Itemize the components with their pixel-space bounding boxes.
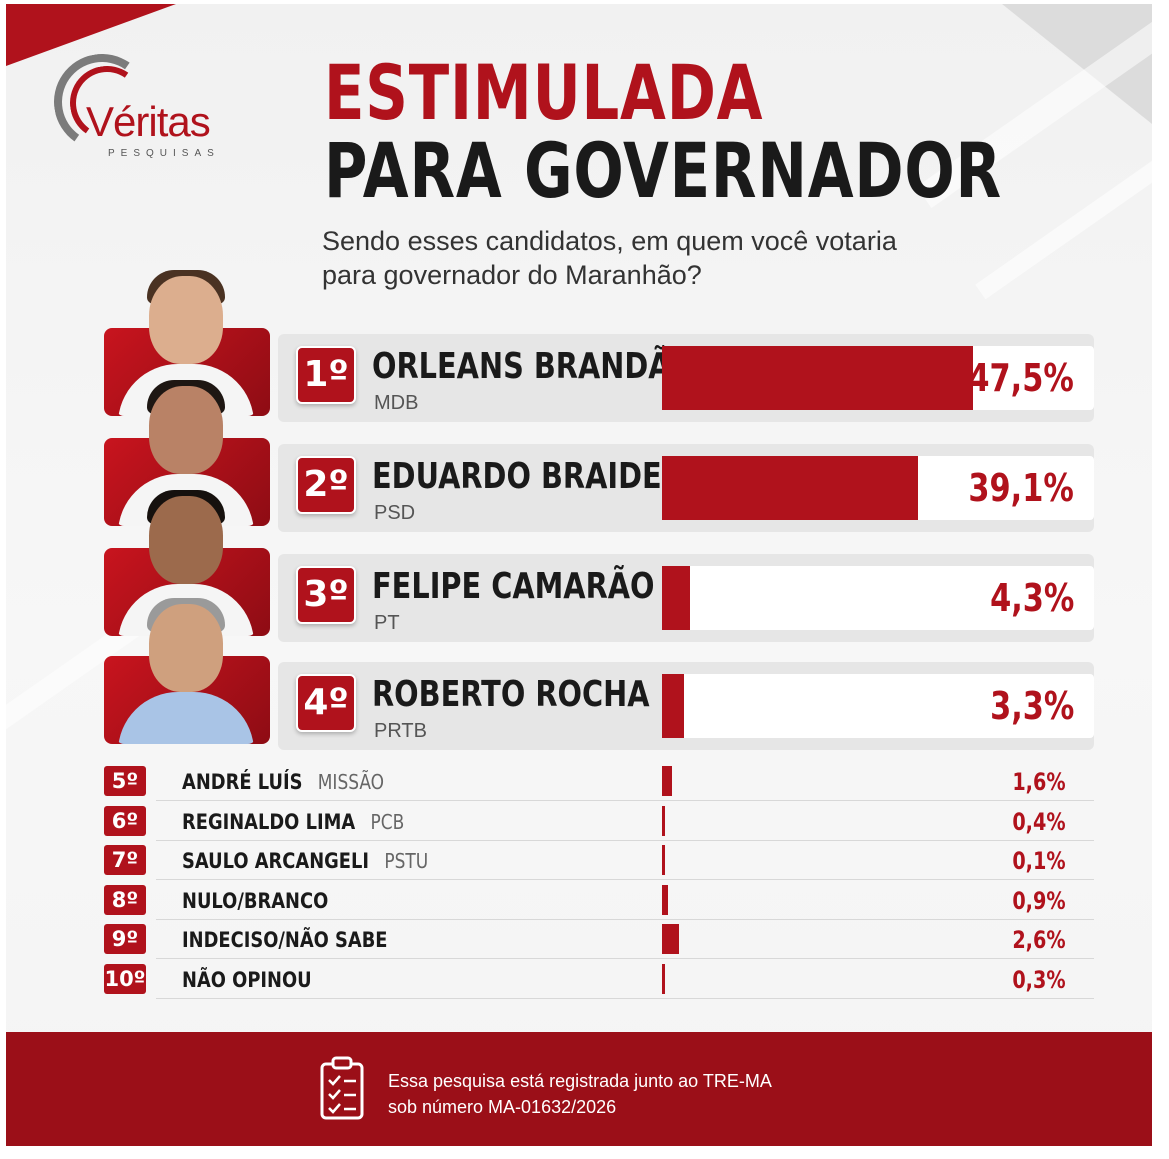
candidate-name: ROBERTO ROCHA bbox=[372, 674, 650, 715]
rank-badge: 10º bbox=[104, 964, 146, 994]
registration-line-2: sob número MA-01632/2026 bbox=[388, 1097, 617, 1117]
option-row: 7º SAULO ARCANGELI PSTU 0,1% bbox=[6, 845, 1152, 883]
percentage-label: 39,1% bbox=[968, 466, 1074, 510]
row-divider bbox=[156, 958, 1094, 960]
bar-track bbox=[662, 674, 1094, 738]
option-name-text: ANDRÉ LUÍS bbox=[182, 770, 303, 794]
percentage-label: 1,6% bbox=[1012, 768, 1066, 796]
corner-decoration-red bbox=[6, 4, 176, 66]
portrait-head bbox=[149, 496, 223, 584]
candidate-photo bbox=[104, 380, 270, 526]
option-name: ANDRÉ LUÍS MISSÃO bbox=[182, 770, 384, 794]
rank-badge: 7º bbox=[104, 845, 146, 876]
portrait-shirt bbox=[118, 692, 254, 744]
logo-brand: Véritas bbox=[86, 98, 211, 145]
option-name: NULO/BRANCO bbox=[182, 889, 328, 913]
bar-2 bbox=[662, 456, 918, 520]
option-party: PCB bbox=[370, 809, 405, 834]
row-divider bbox=[156, 879, 1094, 881]
candidate-row: 4º ROBERTO ROCHA PRTB 3,3% bbox=[6, 598, 1152, 774]
bar-6 bbox=[662, 805, 665, 836]
bar-4 bbox=[662, 674, 684, 738]
bar-8 bbox=[662, 884, 668, 915]
percentage-label: 4,3% bbox=[989, 576, 1074, 620]
rank-badge: 6º bbox=[104, 805, 146, 836]
option-row: 6º REGINALDO LIMA PCB 0,4% bbox=[6, 805, 1152, 844]
title-line-1: ESTIMULADA bbox=[324, 48, 764, 137]
rank-badge: 1º bbox=[296, 346, 356, 404]
option-name: INDECISO/NÃO SABE bbox=[182, 928, 388, 952]
percentage-label: 2,6% bbox=[1012, 926, 1066, 955]
portrait-head bbox=[149, 276, 223, 364]
bar-7 bbox=[662, 845, 665, 876]
option-party: PSTU bbox=[384, 849, 429, 874]
option-row: 9º INDECISO/NÃO SABE 2,6% bbox=[6, 924, 1152, 962]
candidate-photo bbox=[104, 598, 270, 744]
registration-line-1: Essa pesquisa está registrada junto ao T… bbox=[388, 1071, 772, 1091]
logo-subtitle: PESQUISAS bbox=[108, 148, 220, 159]
bar-5 bbox=[662, 766, 673, 796]
percentage-label: 0,3% bbox=[1012, 966, 1066, 994]
row-divider bbox=[156, 998, 1094, 999]
option-name-text: NULO/BRANCO bbox=[182, 888, 329, 913]
rank-badge: 3º bbox=[296, 566, 356, 624]
footer-banner: Essa pesquisa está registrada junto ao T… bbox=[6, 1032, 1152, 1146]
option-row: 8º NULO/BRANCO 0,9% bbox=[6, 884, 1152, 923]
survey-question: Sendo esses candidatos, em quem você vot… bbox=[322, 226, 897, 290]
option-name: SAULO ARCANGELI PSTU bbox=[182, 849, 428, 873]
candidate-party: PT bbox=[374, 612, 400, 634]
candidate-party: MDB bbox=[374, 392, 419, 414]
option-party: MISSÃO bbox=[317, 770, 385, 794]
row-divider bbox=[156, 839, 1094, 841]
poll-card: Véritas PESQUISAS ESTIMULADA PARA GOVERN… bbox=[6, 4, 1152, 1146]
bar-track bbox=[662, 566, 1094, 630]
candidate-name: ORLEANS BRANDÃO bbox=[372, 346, 696, 387]
option-row: 10º NÃO OPINOU 0,3% bbox=[6, 964, 1152, 1002]
percentage-label: 47,5% bbox=[968, 356, 1074, 400]
portrait-head bbox=[149, 604, 223, 692]
candidate-row: 2º EDUARDO BRAIDE PSD 39,1% bbox=[6, 380, 1152, 556]
candidate-party: PRTB bbox=[374, 720, 427, 742]
percentage-label: 0,1% bbox=[1012, 847, 1066, 876]
option-name-text: REGINALDO LIMA bbox=[182, 809, 356, 834]
option-name-text: SAULO ARCANGELI bbox=[182, 849, 370, 874]
candidate-portrait bbox=[116, 594, 256, 744]
option-row: 5º ANDRÉ LUÍS MISSÃO 1,6% bbox=[6, 766, 1152, 804]
option-name-text: NÃO OPINOU bbox=[182, 968, 312, 992]
bar-10 bbox=[662, 964, 665, 994]
option-name: REGINALDO LIMA PCB bbox=[182, 810, 404, 834]
candidate-name: FELIPE CAMARÃO bbox=[372, 566, 655, 607]
percentage-label: 0,4% bbox=[1012, 807, 1066, 836]
bar-3 bbox=[662, 566, 691, 630]
rank-badge: 8º bbox=[104, 884, 146, 915]
portrait-head bbox=[149, 386, 223, 474]
rank-badge: 4º bbox=[296, 674, 356, 732]
option-name: NÃO OPINOU bbox=[182, 968, 312, 992]
candidate-portrait bbox=[116, 376, 256, 526]
candidate-name: EDUARDO BRAIDE bbox=[372, 456, 662, 497]
row-divider bbox=[156, 918, 1094, 920]
rank-badge: 9º bbox=[104, 924, 146, 955]
option-name-text: INDECISO/NÃO SABE bbox=[182, 928, 388, 953]
row-divider bbox=[156, 800, 1094, 801]
title-line-2: PARA GOVERNADOR bbox=[324, 126, 1002, 215]
rank-badge: 2º bbox=[296, 456, 356, 514]
bar-1 bbox=[662, 346, 973, 410]
bar-9 bbox=[662, 924, 680, 955]
clipboard-checklist-icon bbox=[320, 1056, 364, 1120]
rank-badge: 5º bbox=[104, 766, 146, 796]
registration-note: Essa pesquisa está registrada junto ao T… bbox=[388, 1068, 772, 1120]
veritas-logo: Véritas PESQUISAS bbox=[46, 46, 250, 166]
percentage-label: 3,3% bbox=[989, 684, 1074, 728]
candidate-row: 3º FELIPE CAMARÃO PT 4,3% bbox=[6, 490, 1152, 666]
candidate-party: PSD bbox=[374, 502, 416, 524]
candidate-row: 1º ORLEANS BRANDÃO MDB 47,5% bbox=[6, 270, 1152, 446]
percentage-label: 0,9% bbox=[1012, 886, 1066, 915]
